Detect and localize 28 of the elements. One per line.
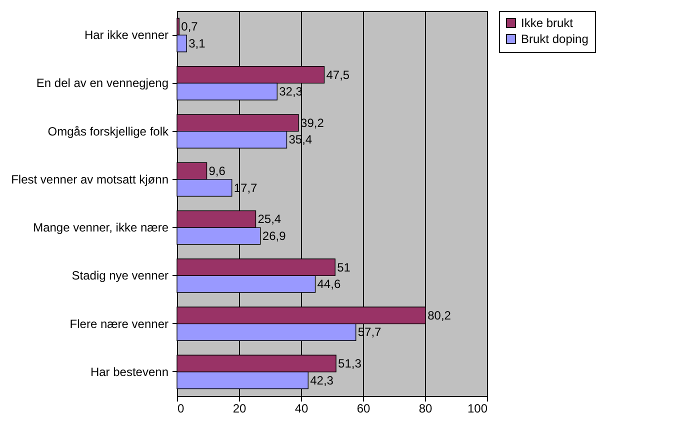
legend-label: Ikke brukt [521,16,574,30]
data-label: 39,2 [300,116,324,130]
data-label: 51,3 [338,356,362,371]
x-tick-label: 20 [232,402,246,416]
y-tick-label: Stadig nye venner [72,268,168,283]
y-tick-label: Har bestevenn [90,364,168,379]
y-tick-label: Har ikke venner [84,28,168,42]
x-tick-label: 40 [294,402,308,416]
y-tick-label: Flest venner av motsatt kjønn [11,172,168,186]
x-tick-label: 100 [467,402,488,416]
x-tick-label: 60 [356,402,370,416]
data-label: 47,5 [326,68,350,82]
y-tick-label: Flere nære venner [70,316,168,331]
data-label: 3,1 [188,36,206,50]
data-label: 44,6 [317,277,341,292]
data-label: 80,2 [428,308,452,322]
data-label: 25,4 [258,212,282,226]
data-label: 51 [337,260,351,274]
x-tick-label: 0 [178,402,184,416]
y-tick-label: En del av en vennegjeng [36,76,168,90]
data-label: 26,9 [262,228,286,243]
x-tick-label: 80 [418,402,432,416]
data-label: 0,7 [181,20,198,34]
legend-label: Brukt doping [521,32,588,46]
y-tick-label: Mange venner, ikke nære [33,220,169,235]
data-label: 9,6 [208,164,226,178]
data-label: 42,3 [310,373,334,388]
y-tick-label: Omgås forskjellige folk [48,124,170,138]
